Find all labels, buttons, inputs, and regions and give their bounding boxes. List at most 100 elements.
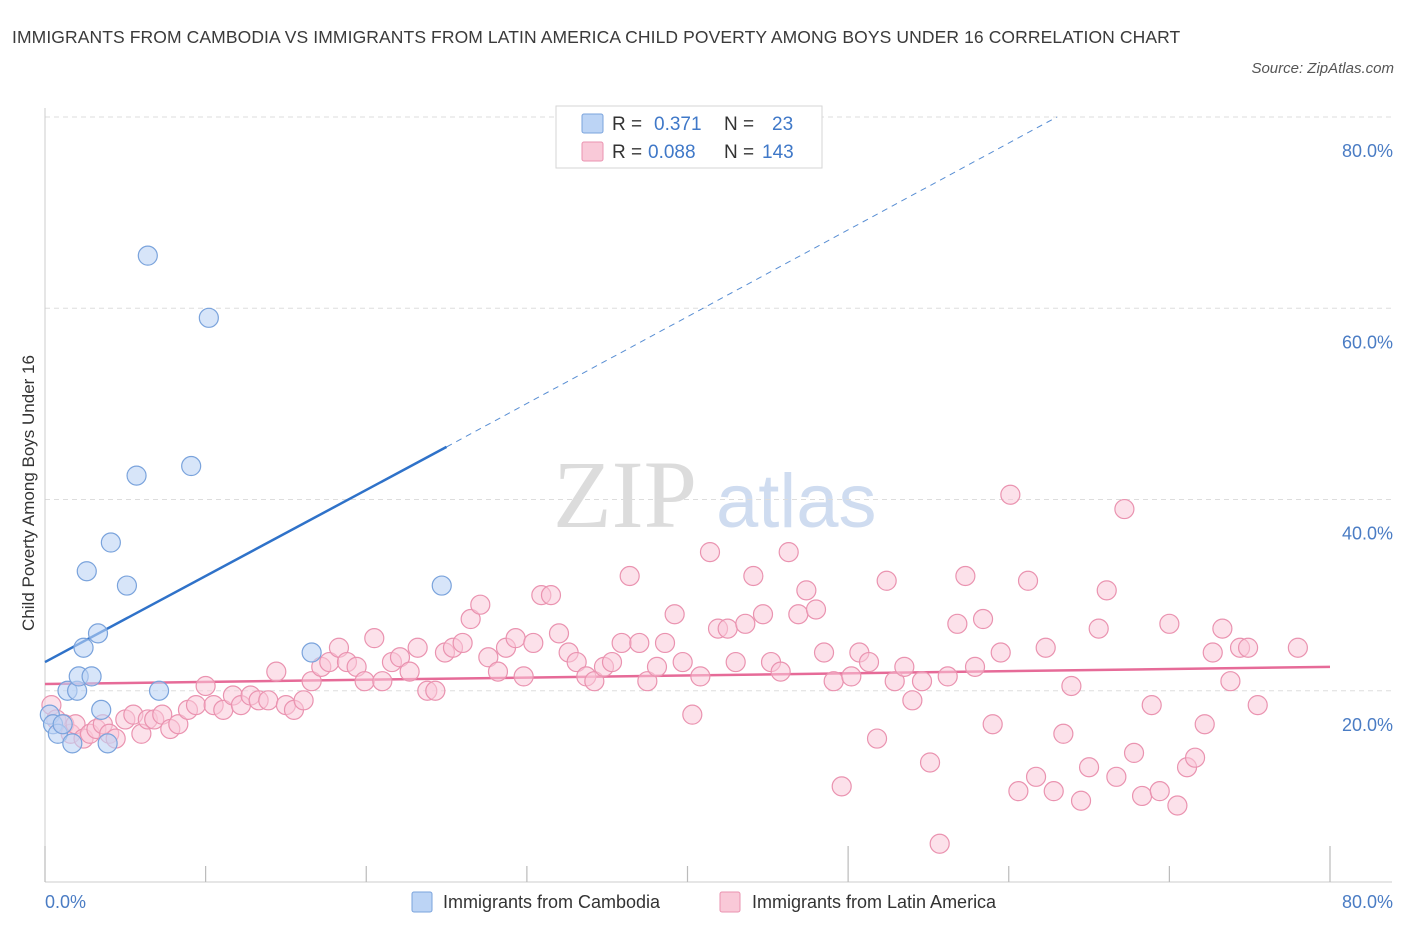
point-latin-97 — [866, 728, 888, 749]
point-latin-61 — [548, 623, 570, 644]
point-latin-89 — [796, 580, 817, 601]
point-latin-111 — [990, 642, 1011, 663]
point-latin-57 — [513, 666, 534, 687]
watermark: ZIP atlas — [553, 441, 877, 548]
point-latin-86 — [770, 661, 791, 682]
latin-america-points — [41, 484, 1308, 854]
point-latin-28 — [258, 690, 279, 711]
point-latin-82 — [735, 613, 756, 634]
point-cambodia-5 — [62, 733, 83, 754]
point-latin-102 — [911, 671, 933, 692]
point-latin-140 — [1247, 694, 1268, 716]
point-latin-115 — [1025, 766, 1047, 787]
point-latin-73 — [654, 632, 676, 654]
point-latin-134 — [1194, 714, 1215, 735]
point-latin-74 — [664, 604, 685, 625]
point-latin-53 — [478, 647, 499, 668]
point-cambodia-22 — [431, 575, 452, 596]
point-latin-107 — [955, 565, 976, 587]
point-latin-76 — [682, 704, 703, 725]
point-latin-47 — [425, 680, 446, 701]
legend-n-value-latin: 143 — [762, 142, 794, 163]
point-cambodia-18 — [148, 680, 170, 701]
point-latin-133 — [1184, 747, 1206, 768]
point-latin-96 — [858, 651, 880, 673]
point-latin-80 — [717, 618, 738, 639]
point-latin-136 — [1212, 618, 1233, 639]
point-latin-108 — [964, 656, 986, 677]
point-latin-58 — [523, 632, 544, 654]
bottom-legend-swatch-latin — [719, 891, 741, 913]
point-latin-21 — [195, 675, 216, 697]
point-latin-116 — [1035, 637, 1056, 658]
point-latin-84 — [752, 604, 774, 625]
point-latin-128 — [1141, 694, 1162, 716]
point-cambodia-19 — [181, 455, 202, 477]
source-label: Source: ZipAtlas.com — [1251, 60, 1394, 77]
point-latin-123 — [1096, 580, 1117, 601]
point-latin-78 — [699, 541, 721, 563]
point-cambodia-20 — [198, 307, 219, 328]
point-latin-29 — [266, 661, 287, 682]
bottom-legend-label-latin: Immigrants from Latin America — [752, 892, 997, 912]
point-latin-65 — [584, 671, 605, 692]
point-latin-20 — [185, 694, 207, 716]
point-latin-75 — [672, 651, 693, 673]
point-latin-32 — [293, 690, 314, 711]
legend-r-label-cambodia: R = — [612, 114, 642, 135]
point-latin-18 — [168, 714, 189, 735]
point-latin-103 — [919, 752, 941, 773]
point-latin-114 — [1017, 570, 1039, 591]
point-cambodia-10 — [81, 666, 102, 687]
legend-r-value-cambodia: 0.371 — [654, 114, 702, 135]
point-latin-63 — [566, 651, 587, 673]
point-latin-112 — [1000, 484, 1021, 505]
point-latin-67 — [601, 651, 623, 673]
point-cambodia-8 — [73, 637, 94, 658]
y-tick-label-3: 80.0% — [1342, 141, 1393, 161]
point-latin-113 — [1008, 781, 1029, 802]
point-latin-126 — [1123, 742, 1145, 764]
point-latin-100 — [894, 656, 915, 677]
point-cambodia-16 — [126, 465, 147, 486]
gridlines — [45, 116, 1392, 692]
point-latin-81 — [725, 651, 746, 673]
point-latin-118 — [1053, 723, 1074, 744]
point-latin-106 — [947, 613, 968, 634]
x-tick-label-1: 80.0% — [1342, 892, 1393, 912]
series-legend: Immigrants from Cambodia Immigrants from… — [411, 891, 997, 913]
trendlines — [44, 116, 1331, 686]
point-latin-87 — [778, 541, 799, 563]
point-latin-105 — [937, 666, 958, 687]
point-latin-109 — [972, 608, 994, 630]
point-cambodia-13 — [97, 733, 118, 754]
point-latin-45 — [407, 637, 428, 658]
bottom-legend-label-cambodia: Immigrants from Cambodia — [443, 892, 661, 912]
point-latin-93 — [831, 776, 852, 797]
point-latin-127 — [1131, 785, 1153, 807]
legend-n-value-cambodia: 23 — [772, 114, 793, 135]
point-latin-125 — [1114, 498, 1135, 520]
axes — [44, 108, 1392, 883]
point-cambodia-15 — [116, 575, 138, 596]
trendline-cambodia-extension — [446, 116, 1058, 448]
point-latin-129 — [1149, 781, 1170, 802]
point-latin-90 — [805, 599, 827, 620]
point-latin-119 — [1061, 675, 1082, 697]
point-latin-117 — [1043, 781, 1064, 802]
point-latin-52 — [470, 594, 491, 615]
point-latin-135 — [1202, 642, 1223, 663]
point-cambodia-3 — [52, 714, 73, 735]
point-latin-56 — [505, 628, 526, 649]
legend-n-label-latin: N = — [724, 142, 754, 163]
point-latin-110 — [982, 714, 1003, 735]
point-latin-60 — [540, 585, 562, 606]
correlation-legend: R = 0.371 N = 23 R = 0.088 N = 143 — [555, 105, 823, 169]
point-latin-92 — [823, 671, 844, 692]
point-latin-51 — [460, 608, 481, 630]
point-latin-124 — [1106, 766, 1127, 787]
point-latin-41 — [372, 671, 393, 692]
point-cambodia-11 — [87, 623, 109, 644]
trendline-cambodia — [44, 445, 448, 664]
point-latin-88 — [788, 604, 809, 625]
